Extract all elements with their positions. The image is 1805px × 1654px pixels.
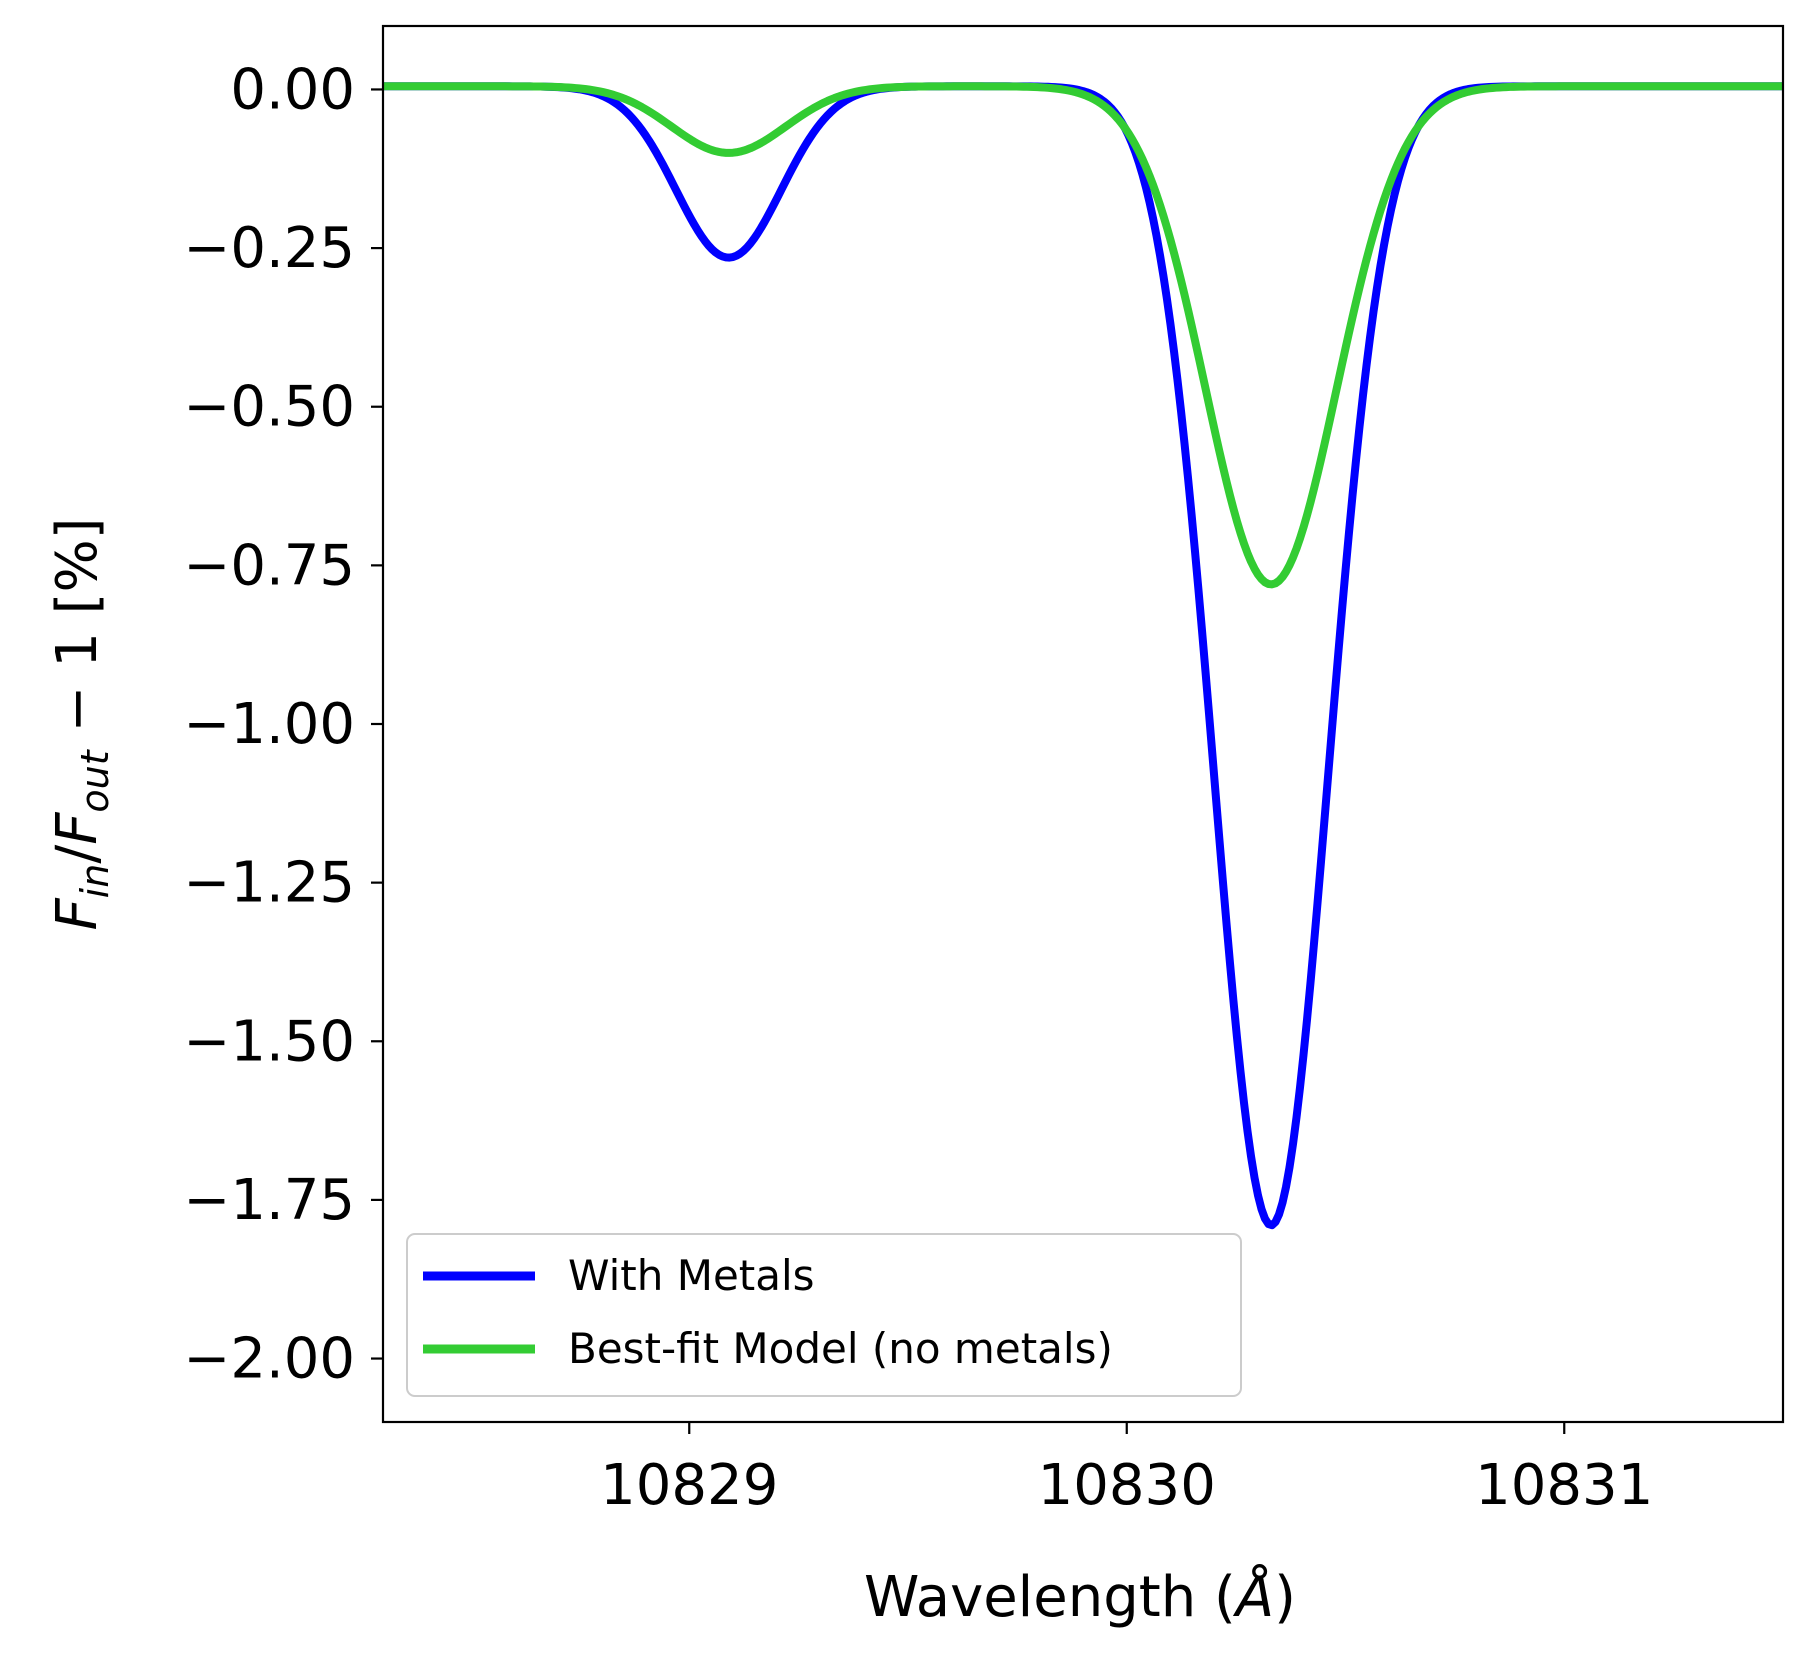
y-axis-ticks: 0.00 −0.25 −0.50 −0.75 −1.00 −1.25 −1.50 −1.75 −… <box>183 57 383 1392</box>
y-tick-label: −0.50 <box>183 375 355 440</box>
x-tick-label: 10830 <box>1038 1453 1216 1518</box>
x-axis-ticks: 10829 10830 10831 <box>600 1422 1653 1518</box>
plot-frame <box>381 24 1785 1424</box>
legend: With Metals Best-fit Model (no metals) <box>406 1233 1242 1397</box>
y-tick-label: −1.50 <box>183 1009 355 1074</box>
x-tick-label: 10831 <box>1475 1453 1653 1518</box>
x-tick-label: 10829 <box>600 1453 778 1518</box>
legend-label-with-metals: With Metals <box>568 1251 815 1300</box>
y-tick-label: 0.00 <box>230 57 355 122</box>
x-axis-label: Wavelength (Å) <box>864 1564 1296 1630</box>
y-tick-label: −0.25 <box>183 216 355 281</box>
y-tick-label: −2.00 <box>183 1327 355 1392</box>
y-tick-label: −1.00 <box>183 692 355 757</box>
series-line-best-fit <box>383 82 1783 589</box>
series-layer <box>383 82 1783 1230</box>
series-line-with-metals <box>383 82 1783 1230</box>
legend-label-best-fit: Best-fit Model (no metals) <box>568 1324 1113 1373</box>
y-tick-label: −0.75 <box>183 533 355 598</box>
y-axis-label: Fin/Fout − 1 [%] <box>45 517 117 930</box>
legend-frame <box>406 1233 1242 1397</box>
y-tick-label: −1.75 <box>183 1168 355 1233</box>
y-tick-label: −1.25 <box>183 851 355 916</box>
